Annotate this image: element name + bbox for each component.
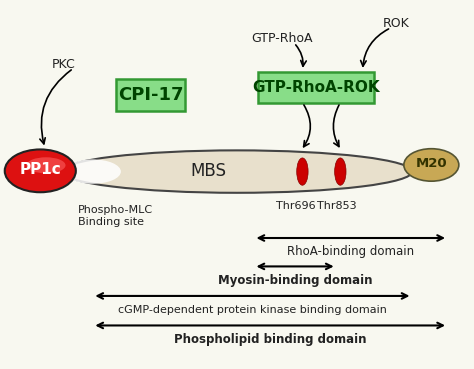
Text: CPI-17: CPI-17: [118, 86, 183, 104]
Text: M20: M20: [416, 157, 447, 170]
Text: Myosin-binding domain: Myosin-binding domain: [218, 274, 372, 287]
Text: cGMP-dependent protein kinase binding domain: cGMP-dependent protein kinase binding do…: [118, 305, 387, 315]
Text: MBS: MBS: [191, 162, 227, 180]
Text: Thr696: Thr696: [276, 201, 316, 211]
Text: GTP-RhoA-ROK: GTP-RhoA-ROK: [253, 80, 380, 95]
Text: PKC: PKC: [52, 58, 76, 71]
Text: GTP-RhoA: GTP-RhoA: [251, 32, 313, 45]
Bar: [258, 72, 374, 103]
Text: ROK: ROK: [383, 17, 409, 31]
Bar: [116, 79, 185, 111]
Text: Phospho-MLC
Binding site: Phospho-MLC Binding site: [78, 205, 153, 227]
Text: Thr853: Thr853: [317, 201, 356, 211]
Ellipse shape: [62, 151, 412, 193]
Ellipse shape: [27, 157, 65, 173]
Text: PP1c: PP1c: [19, 162, 61, 177]
Ellipse shape: [335, 158, 346, 185]
Ellipse shape: [64, 159, 121, 184]
Ellipse shape: [404, 149, 459, 181]
Ellipse shape: [5, 149, 76, 192]
Text: Phospholipid binding domain: Phospholipid binding domain: [174, 333, 366, 346]
Text: RhoA-binding domain: RhoA-binding domain: [287, 245, 414, 258]
Ellipse shape: [297, 158, 308, 185]
